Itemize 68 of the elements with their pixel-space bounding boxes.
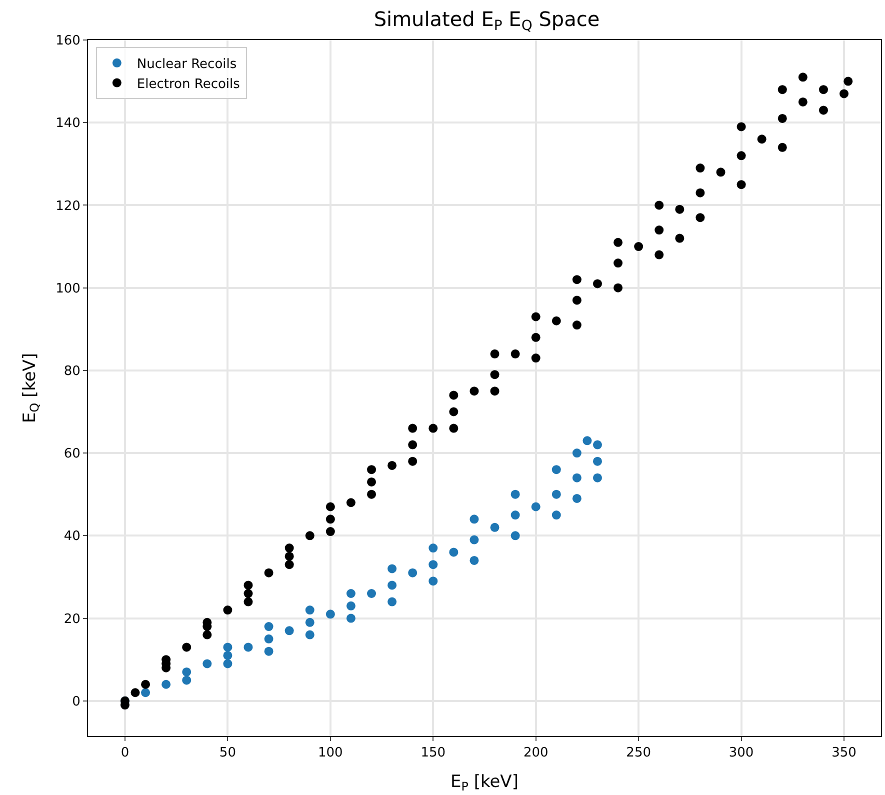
point (428, 576, 438, 586)
point (326, 610, 335, 619)
point (552, 510, 561, 520)
point (531, 502, 540, 512)
y-tick-label: 160 (56, 34, 80, 49)
point (408, 568, 418, 578)
point (284, 626, 294, 636)
point (470, 514, 479, 524)
point (223, 642, 232, 652)
point (552, 465, 561, 474)
chart-title: Simulated E$_{P}$ E$_{Q}$ Space (374, 6, 600, 34)
point (141, 688, 150, 698)
point (223, 650, 232, 660)
point (428, 544, 438, 553)
point (264, 646, 274, 656)
point (388, 597, 397, 606)
x-tick-label: 200 (523, 746, 548, 761)
legend-label: Electron Recoils (136, 76, 240, 92)
point (552, 490, 561, 499)
x-tick-label: 250 (626, 746, 651, 761)
point (592, 440, 602, 450)
point (346, 589, 356, 598)
y-tick-label: 80 (64, 364, 80, 379)
point (572, 448, 582, 458)
point (510, 531, 520, 540)
x-tick-label: 300 (728, 746, 754, 761)
point (388, 564, 397, 574)
point (305, 630, 314, 640)
point (223, 659, 232, 668)
y-tick-label: 120 (56, 198, 80, 214)
point (572, 494, 582, 503)
y-tick-label: 20 (64, 612, 80, 627)
y-tick-label: 0 (72, 694, 80, 710)
point (162, 680, 171, 689)
point (388, 580, 397, 590)
point (346, 601, 356, 610)
point (182, 667, 192, 676)
x-tick-label: 150 (420, 746, 446, 761)
x-tick-label: 50 (219, 746, 236, 761)
point (592, 456, 602, 466)
point (490, 522, 500, 532)
y-tick-label: 60 (64, 446, 80, 462)
x-axis-title: E$_{P}$ [keV] (450, 772, 518, 794)
point (510, 490, 520, 499)
y-tick-label: 100 (56, 281, 80, 296)
point (244, 642, 253, 652)
point (346, 614, 356, 623)
x-tick-label: 100 (318, 746, 343, 761)
point (582, 436, 592, 446)
point (264, 634, 274, 644)
point (305, 618, 314, 627)
point (510, 510, 520, 520)
point (470, 535, 479, 544)
point (592, 473, 602, 482)
point (202, 659, 212, 668)
point (305, 606, 314, 615)
x-tick-label: 350 (832, 746, 856, 761)
x-tick-label: 0 (120, 746, 130, 761)
point (367, 589, 376, 598)
y-tick-label: 40 (64, 529, 80, 544)
y-tick-label: 140 (56, 116, 80, 132)
point (449, 548, 458, 557)
point (182, 676, 192, 685)
point (264, 622, 274, 632)
point (572, 473, 582, 482)
point (428, 560, 438, 570)
legend-label: Nuclear Recoils (136, 56, 237, 72)
point (470, 556, 479, 565)
